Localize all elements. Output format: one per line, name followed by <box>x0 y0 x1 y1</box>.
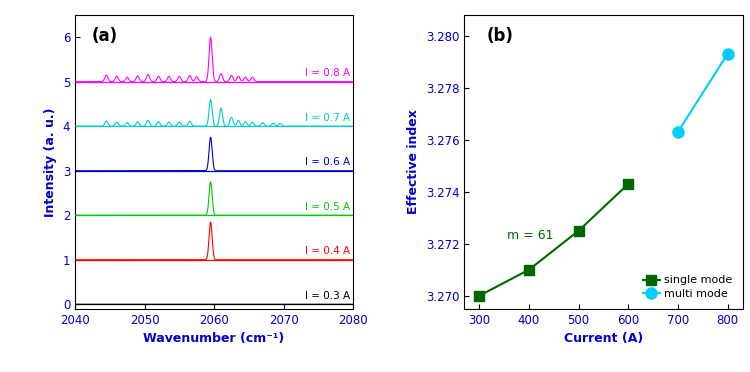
single mode <box>624 182 633 186</box>
Text: I = 0.5 A: I = 0.5 A <box>304 202 350 212</box>
Line: multi mode: multi mode <box>673 48 734 138</box>
Text: (b): (b) <box>487 27 514 45</box>
Text: I = 0.8 A: I = 0.8 A <box>304 68 350 78</box>
single mode <box>524 267 533 272</box>
Legend: single mode, multi mode: single mode, multi mode <box>639 271 737 303</box>
X-axis label: Current (A): Current (A) <box>564 332 643 345</box>
single mode <box>574 228 583 233</box>
Text: I = 0.6 A: I = 0.6 A <box>304 157 350 167</box>
Line: single mode: single mode <box>475 179 633 301</box>
X-axis label: Wavenumber (cm⁻¹): Wavenumber (cm⁻¹) <box>143 332 285 345</box>
Y-axis label: Effective index: Effective index <box>407 109 420 214</box>
Text: (a): (a) <box>92 27 118 45</box>
multi mode <box>723 52 732 56</box>
Text: I = 0.7 A: I = 0.7 A <box>304 113 350 123</box>
Text: I = 0.3 A: I = 0.3 A <box>304 291 350 301</box>
single mode <box>475 294 484 298</box>
Text: m = 61: m = 61 <box>506 228 553 241</box>
multi mode <box>674 130 682 134</box>
Y-axis label: Intensity (a. u.): Intensity (a. u.) <box>44 107 57 217</box>
Text: I = 0.4 A: I = 0.4 A <box>304 246 350 256</box>
